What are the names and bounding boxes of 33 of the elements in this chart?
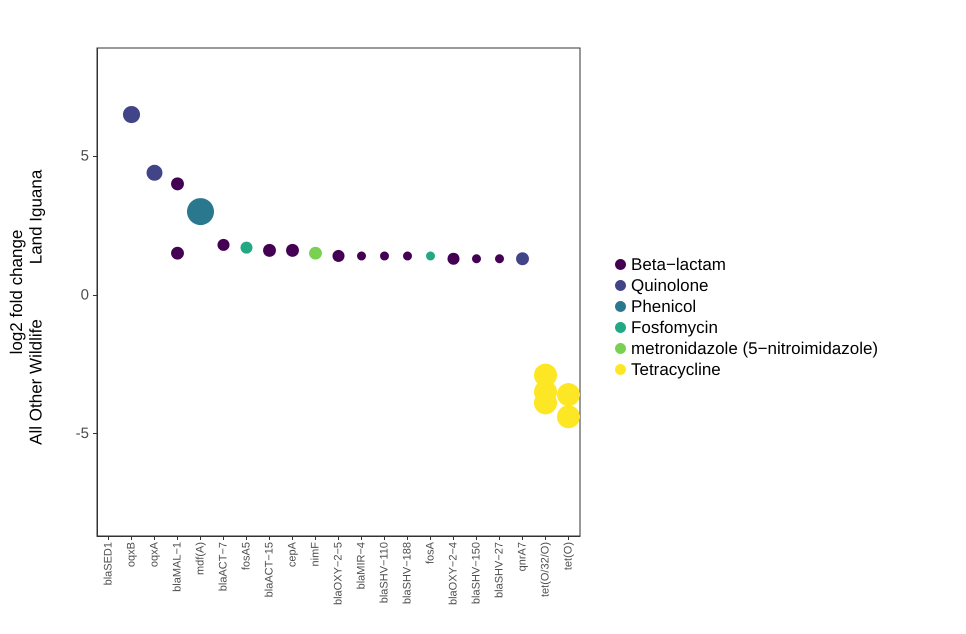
x-tick-label: tet(O/32/O) xyxy=(540,542,552,598)
legend-label: Quinolone xyxy=(631,276,709,295)
text: All Other Wildlife xyxy=(26,319,46,445)
x-tick-label: tet(O) xyxy=(562,542,574,570)
x-tick-label: blaMIR−4 xyxy=(356,542,368,590)
x-tick-label: cepA xyxy=(286,541,298,568)
x-tick-label: blaSHV−110 xyxy=(378,542,390,604)
legend-label: Tetracycline xyxy=(631,360,721,379)
x-tick-label: blaOXY−2−4 xyxy=(448,542,460,605)
x-tick-label: oqxB xyxy=(126,542,138,568)
x-tick-label: blaACT−7 xyxy=(218,542,230,592)
legend-label: Beta−lactam xyxy=(631,255,726,274)
x-tick-label: oqxA xyxy=(148,541,160,568)
y-tick-label: 5 xyxy=(80,148,89,165)
x-tick-label: blaOXY−2−5 xyxy=(332,542,344,605)
y-tick-label: -5 xyxy=(76,424,89,442)
y-tick-label: 0 xyxy=(80,286,89,304)
x-tick-label: blaACT−15 xyxy=(264,542,276,598)
x-tick-label: blaSHV−188 xyxy=(402,542,414,604)
x-tick-label: nimF xyxy=(310,542,322,566)
legend-label: Phenicol xyxy=(631,297,696,316)
text: Land Iguana xyxy=(26,169,46,264)
x-tick-label: mdf(A) xyxy=(194,542,206,575)
legend-label: metronidazole (5−nitroimidazole) xyxy=(631,339,878,358)
y-axis-title: log2 fold change xyxy=(7,230,26,354)
x-tick-label: qnrA7 xyxy=(516,542,528,572)
legend-label: Fosfomycin xyxy=(631,318,718,337)
x-tick-label: fosA5 xyxy=(240,542,252,570)
x-tick-label: blaMAL−1 xyxy=(172,542,184,592)
x-tick-label: blaSED1 xyxy=(102,542,114,586)
x-tick-label: blaSHV−150 xyxy=(470,542,482,604)
x-tick-label: blaSHV−27 xyxy=(494,542,506,598)
x-tick-label: fosA xyxy=(424,541,436,564)
